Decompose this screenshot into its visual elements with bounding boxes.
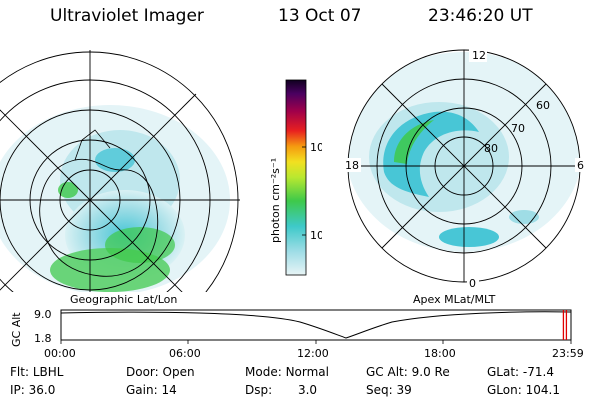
altitude-ylabel: GC Alt bbox=[10, 312, 23, 347]
info-glon-value: 104.1 bbox=[525, 383, 560, 397]
info-filter-value: LBHL bbox=[32, 365, 64, 379]
info-gc-alt-value: 9.0 Re bbox=[411, 365, 450, 379]
altitude-xtick-1200: 12:00 bbox=[297, 347, 329, 360]
altitude-xtick-2359: 23:59 bbox=[552, 347, 584, 360]
apex-emission-south bbox=[439, 227, 499, 247]
time-label: 23:46:20 UT bbox=[428, 6, 533, 26]
mlat-label-70: 70 bbox=[511, 122, 525, 135]
info-gc-alt-label: GC Alt: bbox=[366, 365, 408, 379]
info-door: Door: Open bbox=[126, 365, 195, 379]
altitude-plot-frame bbox=[60, 309, 572, 341]
info-glon: GLon: 104.1 bbox=[487, 383, 560, 397]
info-glon-label: GLon: bbox=[487, 383, 522, 397]
info-door-value: Open bbox=[162, 365, 195, 379]
mlt-label-12: 12 bbox=[472, 49, 486, 62]
info-seq: Seq: 39 bbox=[366, 383, 412, 397]
info-mode-label: Mode: bbox=[245, 365, 282, 379]
colorbar-gradient bbox=[285, 79, 307, 276]
altitude-ytick-9: 9.0 bbox=[34, 308, 52, 321]
apex-image-panel: 12 18 6 0 60 70 80 bbox=[339, 42, 589, 292]
geo-caption: Geographic Lat/Lon bbox=[70, 293, 178, 306]
info-glat: GLat: -71.4 bbox=[487, 365, 554, 379]
info-glat-value: -71.4 bbox=[522, 365, 554, 379]
info-ip: IP: 36.0 bbox=[10, 383, 55, 397]
altitude-curve bbox=[60, 311, 572, 339]
apex-polar-plot: 12 18 6 0 60 70 80 bbox=[343, 48, 587, 290]
altitude-xtick-0000: 00:00 bbox=[44, 347, 76, 360]
info-mode: Mode: Normal bbox=[245, 365, 329, 379]
info-dsp: Dsp: 3.0 bbox=[245, 383, 317, 397]
altitude-plot: GC Alt 9.0 1.8 00:00 06:00 12:00 18:00 2… bbox=[0, 300, 600, 360]
emission-green bbox=[105, 227, 175, 263]
mlat-label-80: 80 bbox=[484, 142, 498, 155]
mlt-label-6: 6 bbox=[577, 159, 584, 172]
colorbar-label: photon cm⁻²s⁻¹ bbox=[269, 158, 282, 243]
geographic-map bbox=[0, 50, 240, 292]
info-gain-value: 14 bbox=[161, 383, 177, 397]
longitude-lines bbox=[0, 50, 240, 292]
mlt-label-18: 18 bbox=[345, 159, 359, 172]
mlt-label-0: 0 bbox=[469, 277, 476, 290]
info-filter: Flt: LBHL bbox=[10, 365, 63, 379]
info-filter-label: Flt: bbox=[10, 365, 29, 379]
info-dsp-label: Dsp: bbox=[245, 383, 273, 397]
colorbar-tick-label-10: 10 bbox=[310, 229, 322, 242]
info-gc-alt: GC Alt: 9.0 Re bbox=[366, 365, 450, 379]
altitude-ytick-1.8: 1.8 bbox=[34, 332, 52, 345]
info-ip-value: 36.0 bbox=[28, 383, 56, 397]
info-seq-value: 39 bbox=[396, 383, 412, 397]
info-door-label: Door: bbox=[126, 365, 159, 379]
altitude-xticks bbox=[60, 340, 572, 344]
instrument-title: Ultraviolet Imager bbox=[50, 6, 204, 26]
altitude-xtick-1800: 18:00 bbox=[424, 347, 456, 360]
colorbar: 100 10 photon cm⁻²s⁻¹ bbox=[262, 78, 331, 278]
title-bar: Ultraviolet Imager 13 Oct 07 23:46:20 UT bbox=[0, 6, 600, 30]
colorbar-graphic: 100 10 photon cm⁻²s⁻¹ bbox=[269, 79, 331, 276]
info-gain: Gain: 14 bbox=[126, 383, 177, 397]
colorbar-tick-label-100: 100 bbox=[310, 141, 322, 154]
altitude-xtick-0600: 06:00 bbox=[169, 347, 201, 360]
emission-patch-north bbox=[95, 148, 135, 172]
apex-caption: Apex MLat/MLT bbox=[413, 293, 496, 306]
info-seq-label: Seq: bbox=[366, 383, 393, 397]
geographic-image-panel bbox=[0, 30, 250, 292]
coastline-peninsula bbox=[74, 129, 111, 161]
info-gain-label: Gain: bbox=[126, 383, 158, 397]
info-ip-label: IP: bbox=[10, 383, 25, 397]
altitude-plot-graphic: GC Alt 9.0 1.8 00:00 06:00 12:00 18:00 2… bbox=[10, 308, 584, 360]
info-mode-value: Normal bbox=[285, 365, 329, 379]
apex-emission-green bbox=[394, 120, 434, 164]
info-dsp-value: 3.0 bbox=[297, 383, 318, 397]
info-glat-label: GLat: bbox=[487, 365, 520, 379]
date-label: 13 Oct 07 bbox=[278, 6, 362, 26]
mlat-label-60: 60 bbox=[536, 99, 550, 112]
apex-mlt-lines bbox=[348, 50, 580, 282]
